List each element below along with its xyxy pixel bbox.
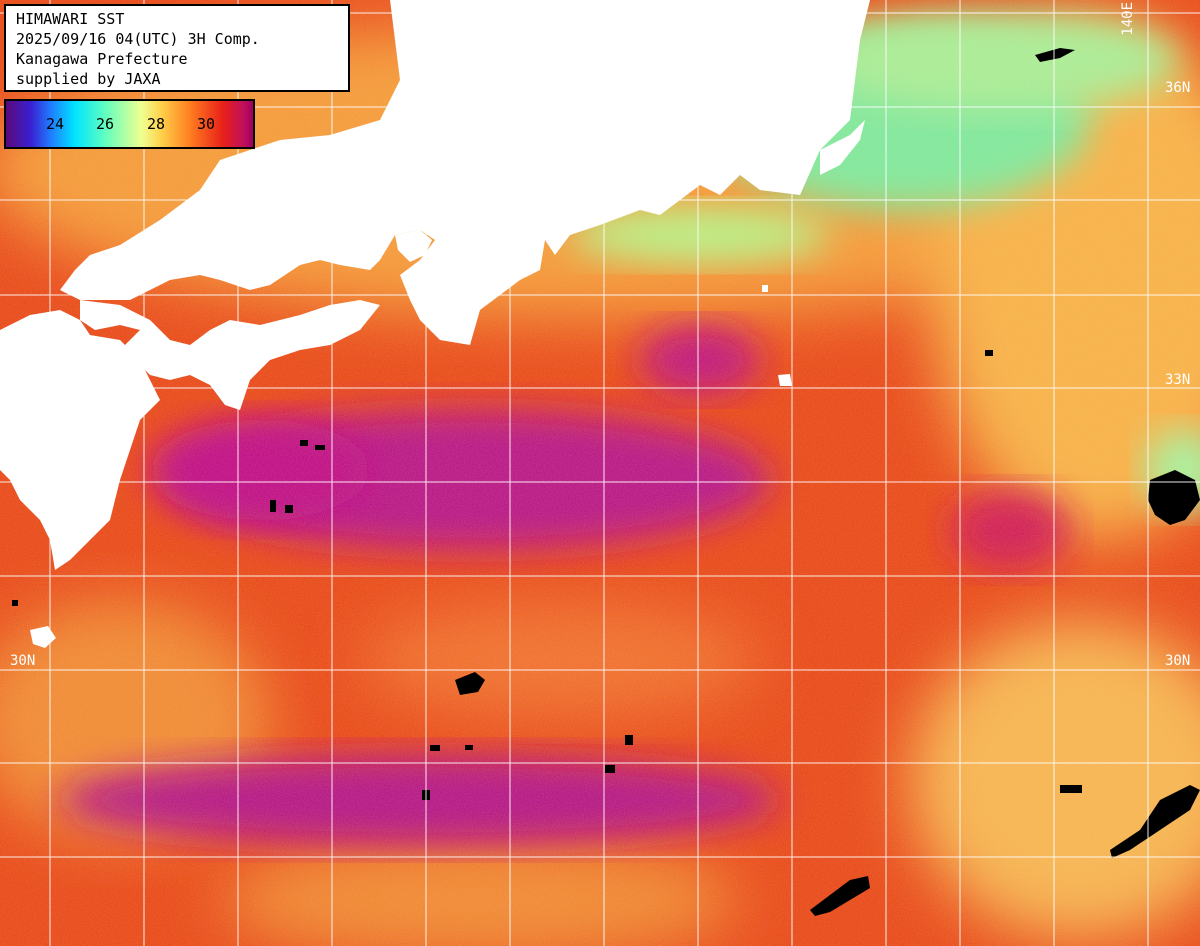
credit-line: supplied by JAXA xyxy=(16,70,161,88)
map-info-box: HIMAWARI SST 2025/09/16 04(UTC) 3H Comp.… xyxy=(4,4,350,92)
lat-label-33n: 33N xyxy=(1165,372,1191,388)
lat-label-30n-left: 30N xyxy=(10,653,36,669)
cloud-speck-8 xyxy=(605,765,615,773)
legend-tick-28: 28 xyxy=(147,115,166,133)
lat-label-33-left: 33 xyxy=(10,372,27,388)
cloud-patch-center xyxy=(455,672,485,695)
lon-label-140e: 140E xyxy=(1120,2,1136,36)
region-line: Kanagawa Prefecture xyxy=(16,50,188,68)
land-awaji xyxy=(395,230,432,262)
land xyxy=(0,0,870,648)
cloud-speck-4 xyxy=(285,505,293,513)
cloud-patch-southeast xyxy=(1110,785,1200,858)
legend-tick-24: 24 xyxy=(46,115,65,133)
cloud-speck-1 xyxy=(300,440,308,446)
land-kyushu xyxy=(0,310,160,570)
timestamp-line: 2025/09/16 04(UTC) 3H Comp. xyxy=(16,30,260,48)
land-island-2 xyxy=(778,374,792,386)
land-boso xyxy=(820,120,865,175)
cloud-patch-south xyxy=(810,876,870,916)
cloud-speck-6 xyxy=(430,745,440,751)
cloud-speck-7 xyxy=(465,745,473,750)
legend-tick-30: 30 xyxy=(197,115,216,133)
temperature-legend: 24 26 28 30 xyxy=(4,99,255,149)
cloud-mask xyxy=(12,48,1200,916)
land-izu xyxy=(770,135,805,185)
cloud-speck-11 xyxy=(1060,785,1082,793)
lon-label-136e: 136E xyxy=(482,2,498,36)
cloud-speck-9 xyxy=(625,735,633,745)
title-line: HIMAWARI SST xyxy=(16,10,125,28)
cloud-patch-north xyxy=(1035,48,1075,62)
land-shikoku xyxy=(80,300,380,410)
cloud-speck-3 xyxy=(270,500,276,512)
cloud-patch-east xyxy=(1148,470,1200,525)
legend-tick-26: 26 xyxy=(96,115,115,133)
land-honshu xyxy=(60,0,870,345)
lat-label-36n: 36N xyxy=(1165,80,1191,96)
land-island-3 xyxy=(762,285,768,292)
cloud-speck-2 xyxy=(315,445,325,450)
cloud-speck-12 xyxy=(12,600,18,606)
cloud-speck-10 xyxy=(985,350,993,356)
lat-label-30n-right: 30N xyxy=(1165,653,1191,669)
